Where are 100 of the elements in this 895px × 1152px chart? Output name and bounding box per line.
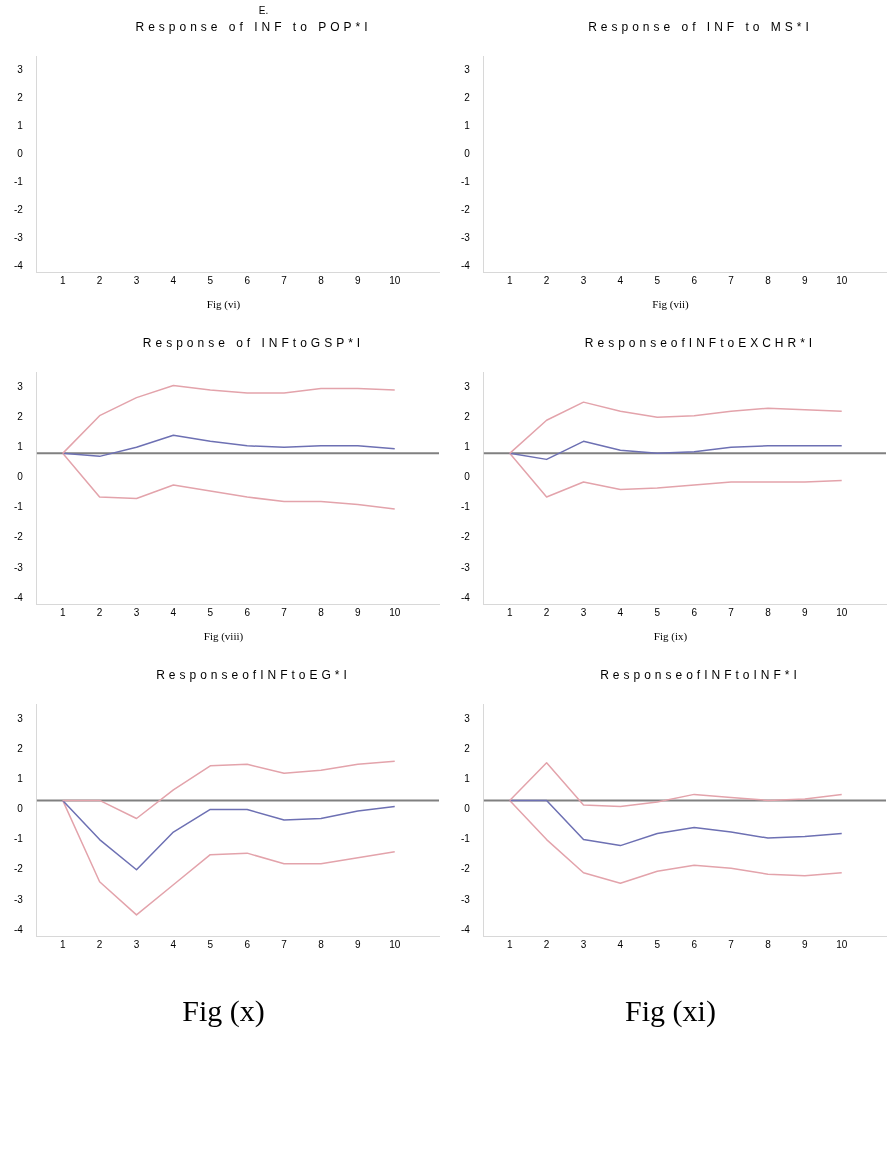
x-tick-label: 2 <box>96 606 103 618</box>
y-tick-label: -4 <box>13 260 24 272</box>
y-tick-label: -4 <box>460 591 471 603</box>
chart-title: Response of INF to MS*I <box>587 19 814 36</box>
x-tick-label: 1 <box>59 606 66 618</box>
y-tick-label: 3 <box>464 712 471 724</box>
x-tick-label: 10 <box>836 938 848 950</box>
chart-title: Response of INFtoGSP*I <box>141 335 366 352</box>
x-tick-label: 6 <box>244 938 251 950</box>
y-tick-label: 2 <box>464 91 471 103</box>
x-tick-label: 2 <box>543 938 550 950</box>
y-tick-label: -1 <box>460 833 471 845</box>
x-tick-label: 4 <box>617 274 624 286</box>
y-tick-label: 3 <box>464 63 471 75</box>
y-tick-label: 3 <box>17 63 24 75</box>
text: Fig (vi) <box>205 297 242 312</box>
text: Fig (xi) <box>624 993 717 1029</box>
y-tick-label: 2 <box>17 91 24 103</box>
x-tick-label: 5 <box>654 938 661 950</box>
x-tick-label: 4 <box>170 274 177 286</box>
x-tick-label: 9 <box>802 938 809 950</box>
y-tick-label: 2 <box>17 742 24 754</box>
x-tick-label: 6 <box>244 606 251 618</box>
x-tick-label: 9 <box>802 606 809 618</box>
y-tick-label: -1 <box>460 175 471 187</box>
x-tick-label: 7 <box>281 606 288 618</box>
x-tick-label: 4 <box>617 938 624 950</box>
y-tick-label: 1 <box>464 441 471 453</box>
x-tick-label: 1 <box>59 274 66 286</box>
x-tick-label: 3 <box>133 606 140 618</box>
x-tick-label: 2 <box>96 274 103 286</box>
x-tick-label: 5 <box>654 274 661 286</box>
y-tick-label: 0 <box>17 803 24 815</box>
y-tick-label: 1 <box>464 773 471 785</box>
y-tick-label: -1 <box>13 501 24 513</box>
text: Fig (viii) <box>202 629 245 644</box>
x-tick-label: 1 <box>506 606 513 618</box>
y-tick-label: -3 <box>13 561 24 573</box>
y-tick-label: 2 <box>17 410 24 422</box>
x-tick-label: 8 <box>765 274 772 286</box>
y-tick-label: -3 <box>460 232 471 244</box>
chart-title: ResponseofINFtoEG*I <box>155 667 352 684</box>
x-tick-label: 7 <box>281 938 288 950</box>
y-tick-label: -4 <box>460 923 471 935</box>
x-tick-label: 8 <box>765 938 772 950</box>
x-tick-label: 10 <box>389 274 401 286</box>
x-tick-label: 8 <box>318 274 325 286</box>
x-tick-label: 9 <box>355 606 362 618</box>
x-tick-label: 10 <box>389 606 401 618</box>
x-tick-label: 7 <box>728 606 735 618</box>
x-tick-label: 6 <box>691 938 698 950</box>
y-tick-label: -3 <box>13 232 24 244</box>
y-tick-label: 1 <box>17 441 24 453</box>
y-tick-label: 1 <box>464 119 471 131</box>
x-tick-label: 3 <box>580 938 587 950</box>
x-tick-label: 10 <box>836 606 848 618</box>
y-tick-label: 0 <box>464 147 471 159</box>
x-tick-label: 10 <box>836 274 848 286</box>
x-tick-label: 2 <box>96 938 103 950</box>
x-tick-label: 2 <box>543 606 550 618</box>
x-tick-label: 2 <box>543 274 550 286</box>
x-tick-label: 7 <box>728 274 735 286</box>
x-tick-label: 7 <box>281 274 288 286</box>
y-tick-label: 2 <box>464 410 471 422</box>
y-tick-label: 1 <box>17 119 24 131</box>
y-tick-label: -4 <box>13 923 24 935</box>
y-tick-label: 3 <box>17 712 24 724</box>
x-tick-label: 5 <box>207 274 214 286</box>
x-tick-label: 6 <box>244 274 251 286</box>
x-tick-label: 5 <box>654 606 661 618</box>
x-tick-label: 1 <box>506 274 513 286</box>
x-tick-label: 1 <box>59 938 66 950</box>
y-tick-label: -1 <box>13 833 24 845</box>
x-tick-label: 10 <box>389 938 401 950</box>
chart-title: ResponseofINFtoINF*I <box>599 667 802 684</box>
y-tick-label: 0 <box>464 471 471 483</box>
y-tick-label: 0 <box>17 471 24 483</box>
text: Fig (x) <box>181 993 266 1029</box>
x-tick-label: 8 <box>318 606 325 618</box>
x-tick-label: 9 <box>802 274 809 286</box>
y-tick-label: 1 <box>17 773 24 785</box>
x-tick-label: 5 <box>207 606 214 618</box>
y-tick-label: 3 <box>17 380 24 392</box>
y-tick-label: -1 <box>13 175 24 187</box>
y-tick-label: 0 <box>464 803 471 815</box>
chart-subtitle: E. <box>257 4 270 18</box>
x-tick-label: 4 <box>170 938 177 950</box>
x-tick-label: 8 <box>765 606 772 618</box>
text: Fig (vii) <box>651 297 690 312</box>
x-tick-label: 6 <box>691 274 698 286</box>
y-tick-label: -4 <box>460 260 471 272</box>
chart-title: ResponseofINFtoEXCHR*I <box>583 335 818 352</box>
x-tick-label: 3 <box>133 274 140 286</box>
x-tick-label: 1 <box>506 938 513 950</box>
y-tick-label: -3 <box>13 893 24 905</box>
y-tick-label: -2 <box>13 531 24 543</box>
y-tick-label: -2 <box>460 863 471 875</box>
y-tick-label: -3 <box>460 893 471 905</box>
x-tick-label: 6 <box>691 606 698 618</box>
y-tick-label: -2 <box>460 531 471 543</box>
